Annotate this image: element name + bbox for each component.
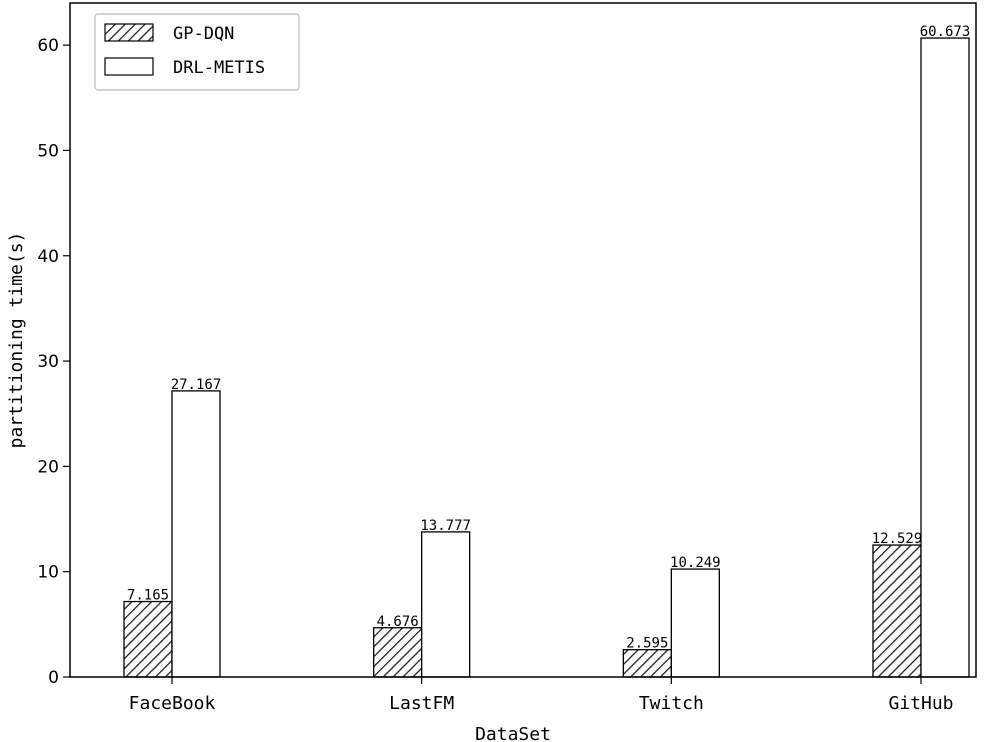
legend-swatch-drl-metis xyxy=(104,57,154,76)
x-axis-title: DataSet xyxy=(475,724,551,742)
data-label: 60.673 xyxy=(920,24,971,40)
x-tick-label: FaceBook xyxy=(129,693,216,714)
y-tick-label: 30 xyxy=(37,352,59,372)
y-tick-label: 50 xyxy=(37,141,59,161)
y-tick-label: 20 xyxy=(37,457,59,477)
bar-gp-dqn xyxy=(622,649,672,678)
y-tick-label: 40 xyxy=(37,247,59,267)
data-label: 10.249 xyxy=(670,555,721,571)
bar-gp-dqn xyxy=(123,600,173,678)
y-tick-label: 0 xyxy=(48,668,59,688)
bar-gp-dqn xyxy=(872,544,922,678)
data-label: 27.167 xyxy=(171,377,222,393)
x-tick-label: GitHub xyxy=(888,693,953,714)
data-label: 7.165 xyxy=(127,588,169,604)
data-label: 13.777 xyxy=(420,518,471,534)
bar-gp-dqn xyxy=(373,627,423,678)
y-axis-title: partitioning time(s) xyxy=(6,232,27,449)
y-tick-label: 10 xyxy=(37,563,59,583)
bar-drl-metis xyxy=(171,390,221,678)
data-label: 2.595 xyxy=(626,636,668,652)
x-tick-label: Twitch xyxy=(639,693,704,714)
legend-swatch-gp-dqn xyxy=(104,23,154,42)
bar-drl-metis xyxy=(920,37,970,678)
x-tick-label: LastFM xyxy=(389,693,454,714)
bar-drl-metis xyxy=(670,568,720,678)
y-tick-label: 60 xyxy=(37,36,59,56)
legend-label: DRL-METIS xyxy=(173,58,265,78)
plot-frame xyxy=(69,2,977,678)
bar-drl-metis xyxy=(421,531,471,678)
legend-label: GP-DQN xyxy=(173,24,234,44)
data-label: 4.676 xyxy=(377,614,419,630)
data-label: 12.529 xyxy=(872,531,923,547)
